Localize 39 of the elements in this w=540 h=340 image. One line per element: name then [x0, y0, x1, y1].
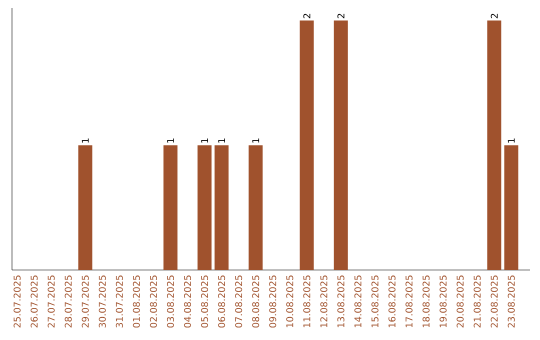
x-tick-label: 23.08.2025 [508, 276, 515, 328]
data-label: 1 [252, 138, 260, 143]
x-tick-label: 08.08.2025 [252, 276, 260, 328]
x-tick-label: 15.08.2025 [371, 276, 378, 328]
x-tick-label: 09.08.2025 [269, 276, 276, 328]
x-tick-label: 06.08.2025 [218, 276, 226, 328]
x-tick-label: 14.08.2025 [354, 276, 362, 328]
x-tick-label: 31.07.2025 [116, 276, 123, 328]
x-tick-label: 21.08.2025 [474, 276, 481, 328]
x-tick-label: 17.08.2025 [406, 276, 413, 328]
x-tick-label: 19.08.2025 [440, 276, 447, 328]
x-tick-label: 27.07.2025 [48, 276, 55, 328]
x-tick-label: 22.08.2025 [490, 276, 498, 328]
x-tick-label: 02.08.2025 [150, 276, 157, 328]
x-tick-label: 30.07.2025 [98, 276, 106, 328]
data-label: 2 [303, 14, 310, 18]
x-tick-label: 07.08.2025 [235, 276, 242, 328]
x-tick-label: 16.08.2025 [388, 276, 396, 328]
x-tick-label: 05.08.2025 [201, 276, 208, 328]
x-tick-label: 20.08.2025 [456, 276, 464, 328]
x-tick-label: 11.08.2025 [303, 276, 310, 328]
x-tick-label: 12.08.2025 [320, 276, 328, 328]
x-tick-label: 26.07.2025 [30, 276, 38, 328]
data-label: 1 [167, 138, 174, 143]
x-tick-label: 13.08.2025 [337, 276, 344, 328]
data-label: 1 [201, 138, 208, 143]
data-label: 1 [82, 138, 89, 143]
x-tick-label: 10.08.2025 [286, 276, 294, 328]
x-tick-label: 29.07.2025 [82, 276, 89, 328]
x-tick-label: 18.08.2025 [422, 276, 430, 328]
data-label: 1 [218, 138, 225, 143]
x-tick-label: 25.07.2025 [14, 276, 21, 328]
data-label: 2 [490, 14, 498, 18]
data-label: 2 [337, 14, 344, 18]
x-tick-label: 03.08.2025 [166, 276, 174, 328]
data-label: 1 [508, 138, 515, 143]
x-tick-label: 28.07.2025 [64, 276, 72, 328]
x-tick-label: 01.08.2025 [132, 276, 140, 328]
x-tick-label: 04.08.2025 [184, 276, 192, 328]
